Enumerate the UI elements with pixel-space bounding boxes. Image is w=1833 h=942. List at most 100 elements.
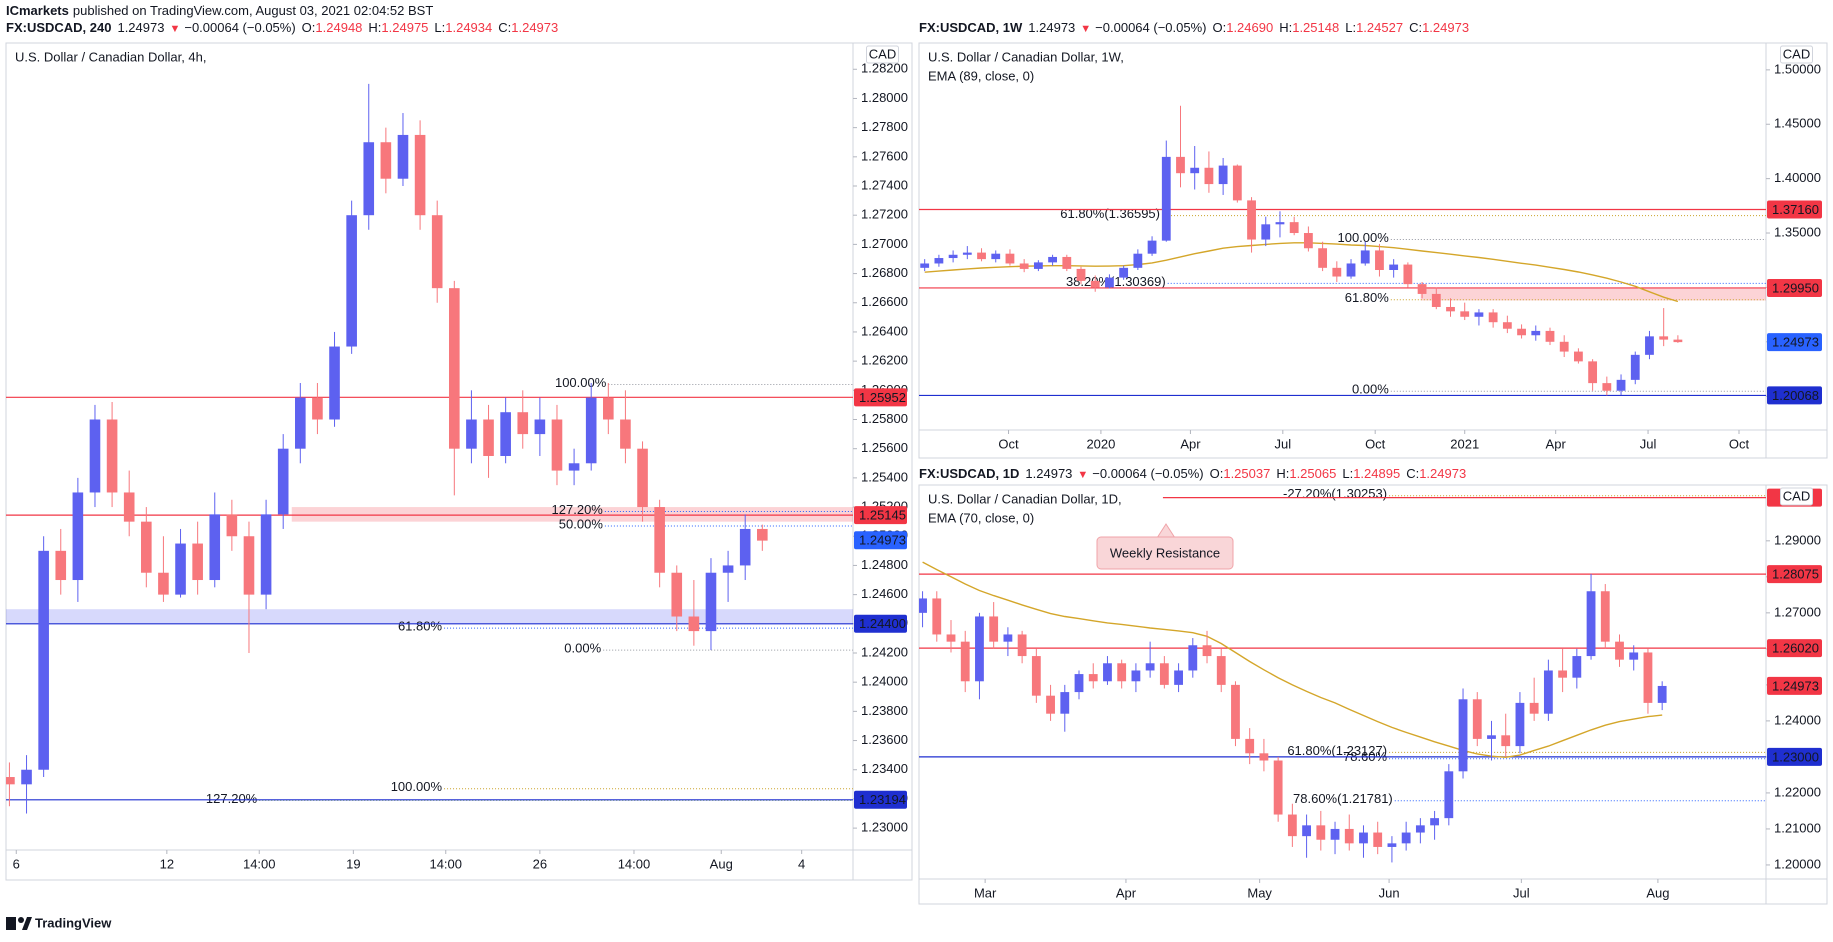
- fib-label: 61.80%: [398, 619, 443, 634]
- candle-body: [932, 598, 942, 635]
- ohlc-value: 1.24527: [1356, 20, 1403, 35]
- candle-body: [1472, 699, 1482, 739]
- candle-body: [1017, 634, 1027, 657]
- candle-body: [1161, 156, 1171, 241]
- candle-body: [1586, 591, 1596, 657]
- zone: [291, 507, 853, 522]
- fib-label: 61.80%: [1345, 290, 1390, 305]
- y-tick-label: 1.27800: [861, 119, 908, 134]
- candle-body: [1401, 832, 1411, 844]
- candle-body: [1430, 818, 1440, 826]
- candle-body: [1190, 167, 1200, 174]
- candle-body: [1048, 256, 1057, 263]
- candle-body: [1019, 263, 1029, 269]
- x-tick-label: Apr: [1180, 436, 1201, 451]
- y-tick-label: 1.27200: [861, 207, 908, 222]
- candle-body: [1659, 336, 1669, 340]
- candle-body: [1529, 702, 1539, 714]
- price-tag: [854, 388, 907, 407]
- candle-body: [1287, 814, 1297, 837]
- candle-body: [739, 528, 751, 566]
- fib-label: 61.80%(1.23127): [1287, 743, 1387, 758]
- y-tick-label: 1.23600: [861, 732, 908, 747]
- y-tick-label: 1.23800: [861, 703, 908, 718]
- y-tick-label: 1.26600: [861, 294, 908, 309]
- candle-body: [449, 288, 460, 449]
- candle-body: [962, 252, 972, 255]
- price-tag-label: 1.24400: [859, 616, 906, 631]
- y-tick-label: 1.20000: [1774, 856, 1821, 871]
- candle-body: [705, 572, 717, 632]
- candle-body: [1074, 674, 1084, 693]
- candle-body: [1273, 760, 1283, 815]
- ohlc-key: L:: [1342, 466, 1353, 481]
- currency: CAD: [869, 46, 896, 61]
- candle-body: [1616, 379, 1626, 391]
- candle-body: [1330, 828, 1340, 840]
- ohlc-key: L:: [434, 20, 445, 35]
- change: −0.00064 (−0.05%): [184, 20, 295, 35]
- candle-body: [1543, 670, 1553, 714]
- chart-title: U.S. Dollar / Canadian Dollar, 1W,: [928, 49, 1124, 64]
- symbol: FX:USDCAD, 1D: [919, 466, 1019, 481]
- chart-header: FX:USDCAD, 1D 1.24973 ▼ −0.00064 (−0.05%) O:…: [919, 466, 1466, 481]
- y-tick-label: 1.23000: [861, 820, 908, 835]
- plot-area: -27.20%(1.30253)61.80%(1.23127)78.60%78.…: [919, 486, 1766, 863]
- candle-body: [1373, 832, 1383, 847]
- candle-body: [1501, 735, 1511, 747]
- published-info: published on TradingView.com, August 03,…: [73, 3, 433, 18]
- price-tag: [1767, 676, 1822, 695]
- x-tick-label: 14:00: [429, 856, 462, 871]
- last-price: 1.24973: [117, 20, 164, 35]
- x-tick-label: May: [1247, 885, 1272, 900]
- ohlc-value: 1.24690: [1226, 20, 1273, 35]
- y-tick-label: 1.24600: [861, 586, 908, 601]
- candle-body: [1417, 284, 1427, 294]
- y-tick-label: 1.27000: [1774, 604, 1821, 619]
- candle-body: [948, 254, 958, 259]
- candle-body: [1458, 699, 1468, 772]
- y-tick-label: 1.24800: [861, 557, 908, 572]
- candle-body: [1531, 330, 1541, 336]
- y-tick-label: 1.24000: [861, 674, 908, 689]
- candle-body: [551, 419, 563, 471]
- ohlc-key: C:: [1409, 20, 1422, 35]
- candle-body: [500, 412, 511, 456]
- candle-body: [431, 215, 443, 289]
- price-tag: [1767, 278, 1822, 297]
- x-tick-label: 4: [798, 856, 805, 871]
- y-tick-label: 1.26400: [861, 323, 908, 338]
- x-tick-label: 14:00: [618, 856, 651, 871]
- candle-body: [1657, 685, 1667, 703]
- price-tag: [1767, 747, 1822, 766]
- indicator-name: EMA (89, close, 0): [928, 68, 1034, 83]
- price-tag: [1767, 565, 1822, 584]
- candle-body: [363, 142, 375, 216]
- price-tag: [854, 506, 907, 525]
- change-arrow: ▼: [1077, 469, 1088, 481]
- ohlc-value: 1.25148: [1292, 20, 1339, 35]
- candle-body: [1231, 684, 1240, 739]
- candle-body: [1147, 240, 1157, 254]
- price-tag: [1767, 386, 1822, 405]
- candle-body: [517, 412, 529, 435]
- price-tag-label: 1.24973: [1772, 678, 1819, 693]
- y-tick-label: 1.24200: [861, 644, 908, 659]
- candle-body: [1375, 250, 1384, 271]
- last-price: 1.24973: [1025, 466, 1072, 481]
- x-tick-label: Mar: [974, 885, 997, 900]
- y-tick-label: 1.35000: [1774, 224, 1821, 239]
- candle-body: [21, 769, 32, 785]
- candle-body: [585, 397, 597, 464]
- candle-body: [991, 253, 1001, 260]
- candle-body: [209, 514, 221, 581]
- fib-label: 78.60%(1.21781): [1293, 791, 1393, 806]
- candle-body: [346, 215, 357, 347]
- candle-body: [1204, 167, 1214, 185]
- candle-body: [226, 514, 238, 537]
- candle-body: [1145, 663, 1155, 671]
- candle-body: [1159, 663, 1169, 685]
- candle-body: [1103, 663, 1112, 682]
- x-tick-label: 12: [160, 856, 174, 871]
